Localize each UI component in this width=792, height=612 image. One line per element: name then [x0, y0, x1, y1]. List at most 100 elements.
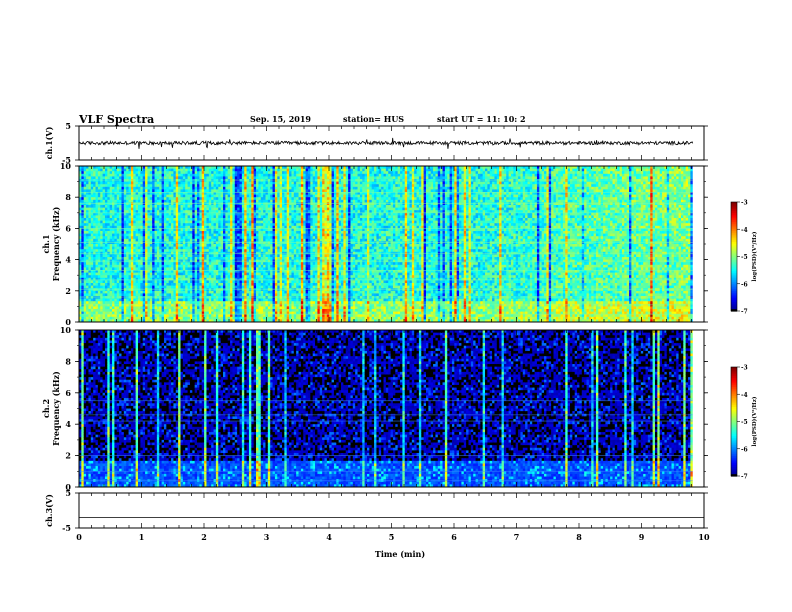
spectrogram-cell — [104, 192, 108, 196]
spectrogram-cell — [81, 218, 85, 222]
spectrogram-cell — [109, 189, 113, 193]
spectrogram-cell — [93, 238, 97, 242]
spectrogram-cell — [126, 238, 130, 242]
spectrogram-cell — [135, 215, 139, 219]
spectrogram-cell — [133, 168, 137, 172]
spectrogram-cell — [95, 316, 99, 320]
spectrogram-cell — [138, 316, 141, 320]
spectrogram-cell — [83, 246, 87, 250]
spectrogram-cell — [133, 257, 137, 261]
spectrogram-cell — [97, 298, 101, 302]
spectrogram-cell — [95, 215, 99, 219]
spectrogram-cell — [107, 264, 111, 268]
spectrogram-cell — [97, 264, 101, 268]
spectrogram-cell — [88, 205, 92, 209]
spectrogram-cell — [126, 210, 130, 214]
spectrogram-cell — [138, 194, 141, 198]
spectrogram-cell — [145, 233, 148, 237]
spectrogram-cell — [93, 186, 97, 190]
spectrogram-cell — [81, 257, 85, 261]
spectrogram-cell — [109, 241, 113, 245]
spectrogram-cell — [86, 280, 89, 284]
spectrogram-cell — [121, 277, 125, 281]
spectrogram-cell — [126, 249, 130, 253]
spectrogram-cell — [140, 231, 144, 235]
spectrogram-cell — [88, 223, 92, 227]
spectrogram-cell — [81, 254, 85, 258]
spectrogram-cell — [140, 173, 144, 177]
spectrogram-cell — [79, 275, 82, 279]
spectrogram-cell — [135, 319, 139, 323]
spectrogram-cell — [133, 179, 137, 183]
spectrogram-cell — [88, 238, 92, 242]
spectrogram-cell — [83, 241, 87, 245]
spectrogram-cell — [102, 288, 106, 292]
spectrogram-cell — [88, 192, 92, 196]
spectrogram-cell — [93, 285, 97, 289]
spectrogram-cell — [112, 311, 115, 315]
spectrogram-cell — [83, 207, 87, 211]
spectrogram-cell — [95, 314, 99, 318]
spectrogram-cell — [79, 233, 82, 237]
spectrogram-cell — [100, 225, 104, 229]
spectrogram-cell — [123, 192, 127, 196]
spectrogram-cell — [90, 171, 94, 175]
spectrogram-cell — [100, 223, 104, 227]
spectrogram-cell — [90, 288, 94, 292]
spectrogram-cell — [90, 275, 94, 279]
spectrogram-cell — [130, 205, 134, 209]
spectrogram-cell — [81, 184, 85, 188]
spectrogram-cell — [79, 314, 82, 318]
spectrogram-cell — [116, 296, 120, 300]
spectrogram-cell — [90, 186, 94, 190]
spectrogram-cell — [142, 205, 146, 209]
spectrogram-cell — [140, 280, 144, 284]
spectrogram-cell — [145, 199, 148, 203]
spectrogram-cell — [93, 233, 97, 237]
spectrogram-cell — [121, 267, 125, 271]
spectrogram-cell — [121, 212, 125, 216]
spectrogram-cell — [133, 241, 137, 245]
spectrogram-cell — [126, 168, 130, 172]
spectrogram-cell — [121, 264, 125, 268]
spectrogram-cell — [102, 267, 106, 271]
spectrogram-cell — [138, 298, 141, 302]
spectrogram-cell — [114, 264, 118, 268]
spectrogram-cell — [121, 184, 125, 188]
spectrogram-cell — [81, 238, 85, 242]
spectrogram-cell — [119, 210, 122, 214]
spectrogram-cell — [138, 171, 141, 175]
spectrogram-cell — [112, 220, 115, 224]
spectrogram-cell — [128, 171, 132, 175]
spectrogram-cell — [97, 192, 101, 196]
spectrogram-cell — [88, 275, 92, 279]
spectrogram-cell — [138, 309, 141, 313]
spectrogram-cell — [107, 275, 111, 279]
spectrogram-cell — [95, 199, 99, 203]
spectrogram-cell — [90, 236, 94, 240]
spectrogram-cell — [88, 270, 92, 274]
spectrogram-cell — [138, 202, 141, 206]
spectrogram-cell — [112, 301, 115, 305]
spectrogram-cell — [109, 202, 113, 206]
spectrogram-cell — [112, 280, 115, 284]
spectrogram-cell — [81, 176, 85, 180]
spectrogram-cell — [95, 212, 99, 216]
spectrogram-cell — [133, 277, 137, 281]
spectrogram-cell — [135, 197, 139, 201]
spectrogram-cell — [135, 272, 139, 276]
spectrogram-cell — [90, 207, 94, 211]
spectrogram-cell — [130, 207, 134, 211]
spectrogram-cell — [83, 231, 87, 235]
spectrogram-cell — [135, 301, 139, 305]
spectrogram-cell — [121, 223, 125, 227]
spectrogram-cell — [130, 220, 134, 224]
spectrogram-cell — [83, 205, 87, 209]
spectrogram-cell — [93, 301, 97, 305]
spectrogram-cell — [140, 233, 144, 237]
spectrogram-cell — [83, 262, 87, 266]
spectrogram-cell — [86, 267, 89, 271]
spectrogram-cell — [133, 231, 137, 235]
spectrogram-cell — [112, 179, 115, 183]
spectrogram-cell — [109, 270, 113, 274]
